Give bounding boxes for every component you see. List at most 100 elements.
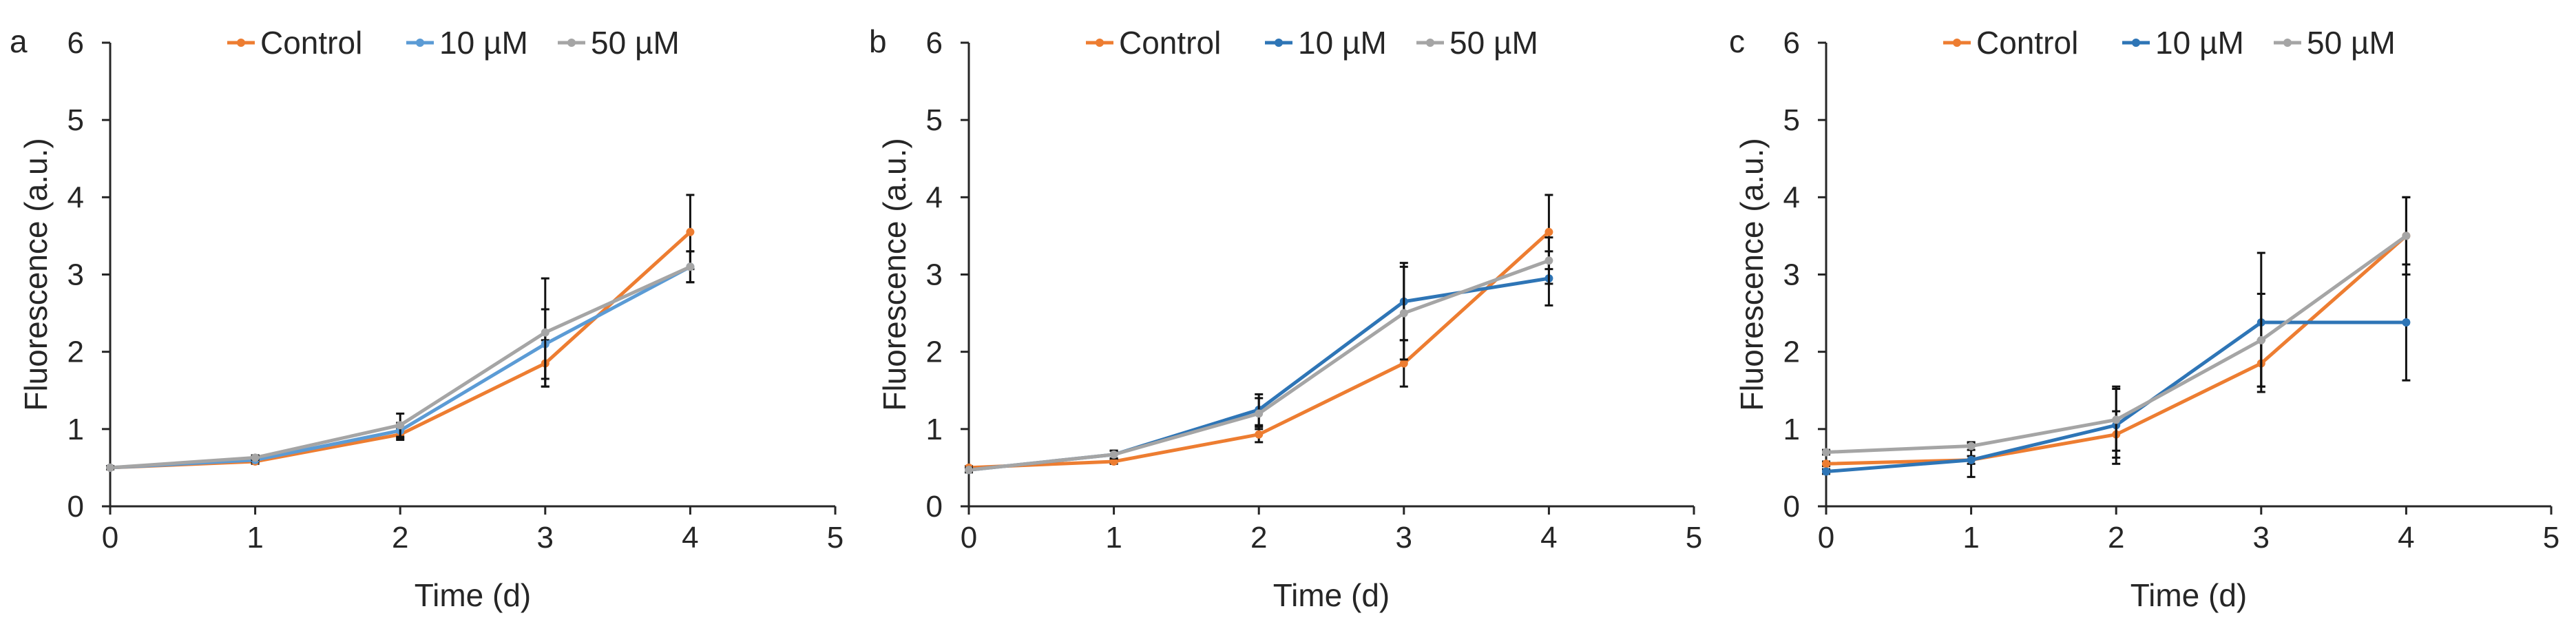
y-tick-label: 2 [1783,335,1800,369]
legend-marker [2283,39,2292,47]
legend-label: 50 µM [2307,25,2396,61]
data-point [1967,442,1976,451]
panel-letter: b [869,23,887,59]
y-tick-label: 3 [926,258,943,292]
x-tick-label: 1 [247,521,263,555]
data-point [1822,459,1830,468]
panel-letter: c [1729,23,1745,59]
x-tick-label: 2 [392,521,408,555]
x-tick-label: 2 [1250,521,1267,555]
legend: Control 10 µM 50 µM [1943,25,2396,61]
x-tick-label: 4 [682,521,698,555]
y-tick-label: 3 [1783,258,1800,292]
x-tick-label: 4 [2398,521,2414,555]
data-point [2402,231,2411,240]
x-tick-label: 0 [1818,521,1834,555]
data-point [1399,359,1408,368]
x-tick-label: 3 [1396,521,1412,555]
x-tick-label: 2 [2108,521,2124,555]
data-point [1255,409,1264,418]
data-point [965,466,973,475]
data-point [1967,455,1976,464]
legend-label: 50 µM [591,25,680,61]
data-point [251,453,260,462]
y-tick-label: 0 [926,490,943,524]
x-axis-title: Time (d) [1273,577,1390,613]
data-point [1255,430,1264,439]
legend-label: Control [1119,25,1221,61]
x-tick-label: 3 [2253,521,2270,555]
legend-label: Control [260,25,362,61]
legend-marker [1953,39,1961,47]
y-axis-title: Fluorescence (a.u.) [1734,138,1770,411]
data-point [541,328,549,337]
x-tick-label: 0 [102,521,118,555]
x-tick-label: 0 [961,521,977,555]
x-tick-label: 5 [2543,521,2559,555]
series-50-m [965,236,1553,475]
data-point [686,227,695,236]
legend-marker [2132,39,2140,47]
x-tick-label: 5 [1686,521,1702,555]
x-axis-title: Time (d) [415,577,532,613]
data-point [2402,318,2411,327]
y-tick-label: 2 [67,335,84,369]
data-point [2112,415,2121,424]
y-tick-label: 1 [1783,413,1800,446]
data-point [1822,467,1830,476]
data-point [396,421,405,430]
y-tick-label: 6 [1783,26,1800,60]
legend-marker [416,39,424,47]
legend-marker [567,39,576,47]
x-axis-title: Time (d) [2130,577,2248,613]
chart-panel-c: c 0 1 2 3 4 5 6 0 1 2 3 4 5 Time (d) Fluorescence (a.u.… [1729,23,2559,613]
legend-marker [1426,39,1434,47]
y-tick-label: 4 [1783,180,1800,214]
y-axis-title: Fluorescence (a.u.) [877,138,912,411]
legend-label: 10 µM [1298,25,1387,61]
chart-panel-b: b 0 1 2 3 4 5 6 0 1 2 3 4 5 Time (d) Fluorescence (a.u.… [869,23,1702,613]
data-point [1544,256,1553,265]
y-tick-label: 6 [926,26,943,60]
x-tick-label: 5 [827,521,844,555]
data-point [1544,227,1553,236]
y-tick-label: 5 [67,103,84,137]
legend-label: 50 µM [1449,25,1538,61]
x-tick-label: 4 [1540,521,1557,555]
y-tick-label: 1 [67,413,84,446]
data-point [1399,309,1408,318]
data-point [1109,450,1118,459]
x-tick-label: 1 [1105,521,1122,555]
x-tick-label: 3 [537,521,554,555]
series-10-m [106,250,695,472]
y-axis-title: Fluorescence (a.u.) [18,138,54,411]
y-tick-label: 6 [67,26,84,60]
y-tick-label: 4 [926,180,943,214]
data-point [686,262,695,271]
y-tick-label: 1 [926,413,943,446]
chart-panel-a: a 0 1 2 3 4 5 6 0 1 2 3 4 5 Time (d) Fluorescence (a.u.… [10,23,844,613]
y-tick-label: 0 [1783,490,1800,524]
y-tick-label: 5 [926,103,943,137]
data-point [1822,448,1830,457]
legend-marker [1096,39,1104,47]
panel-letter: a [10,23,28,59]
data-point [106,463,114,472]
legend-marker [237,39,245,47]
legend-marker [1275,39,1283,47]
series-50-m [106,250,695,472]
y-tick-label: 5 [1783,103,1800,137]
y-tick-label: 4 [67,180,84,214]
series-control [965,194,1553,472]
legend-label: 10 µM [2155,25,2244,61]
y-tick-label: 3 [67,258,84,292]
legend-label: Control [1976,25,2078,61]
legend: Control 10 µM 50 µM [1086,25,1538,61]
legend: Control 10 µM 50 µM [227,25,680,61]
y-tick-label: 2 [926,335,943,369]
data-point [2256,335,2265,344]
y-tick-label: 0 [67,490,84,524]
series-50-m [1822,196,2411,457]
